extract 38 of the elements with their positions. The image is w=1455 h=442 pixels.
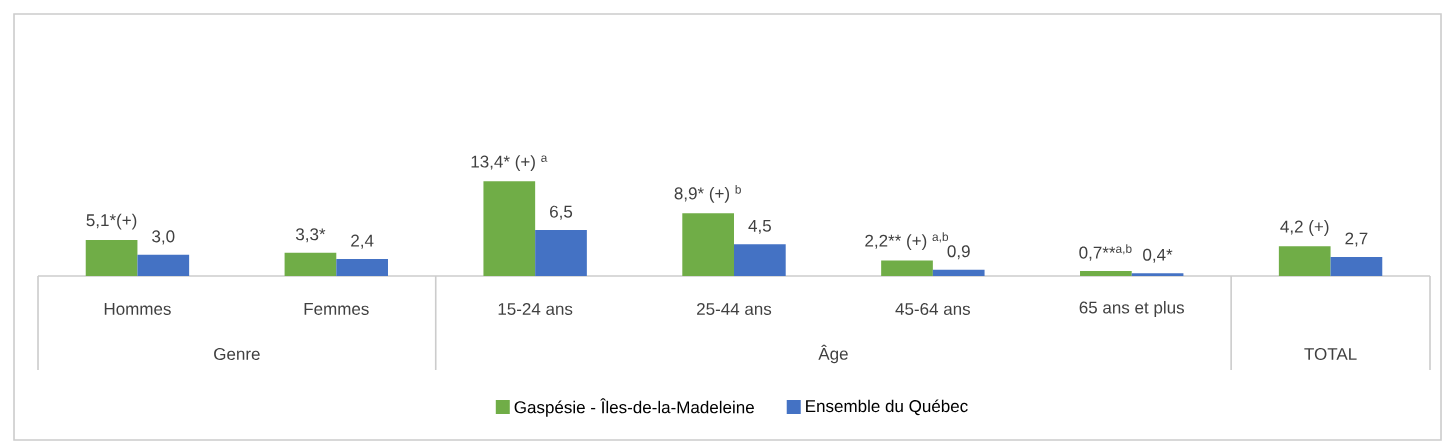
data-label: 2,4: [351, 234, 374, 249]
bar: [932, 269, 985, 276]
data-label: 3,3*: [295, 228, 326, 243]
x-tick-label: Hommes: [104, 303, 171, 315]
legend-label: Gaspésie - Îles-de-la-Madeleine: [514, 398, 754, 417]
bar: [85, 239, 138, 276]
text: Âge: [818, 344, 848, 364]
bar: [535, 230, 587, 276]
x-tick-label: 15-24 ans: [498, 302, 573, 315]
data-label: 8,9* (+) $^{b}$: [674, 184, 741, 203]
legend-label: Ensemble du Québec: [806, 399, 968, 416]
data-label: 2,7: [1345, 232, 1368, 247]
data-label: 4,2 (+): [1280, 220, 1329, 236]
x-tick-label: Femmes: [304, 303, 369, 315]
bar: [284, 252, 337, 276]
data-label: 6,5: [550, 205, 573, 220]
bar: [1131, 273, 1184, 276]
bar: [137, 254, 190, 276]
data-label: 0,4*: [1143, 248, 1173, 263]
data-label: 3,0: [152, 230, 175, 245]
text: TOTAL: [1304, 347, 1357, 360]
bar: [336, 259, 388, 276]
bar: [1080, 271, 1132, 276]
data-label: 0,9: [947, 245, 970, 260]
bar: [734, 244, 786, 276]
data-label: 13,4* (+) $^{a}$: [471, 155, 548, 171]
x-tick-label: 45-64 ans: [895, 302, 971, 315]
data-label: 5,1*(+): [86, 213, 137, 230]
text: Genre: [214, 347, 260, 360]
bar: [682, 213, 734, 276]
bar: [1330, 256, 1383, 276]
x-tick-label: 65 ans et plus: [1079, 301, 1184, 317]
bar: [881, 260, 933, 276]
bar: [483, 181, 536, 276]
x-tick-label: 25-44 ans: [697, 302, 772, 315]
bar: [1278, 246, 1331, 276]
data-label: 0,7**$^{a,b}$: [1079, 244, 1132, 261]
data-label: 4,5: [748, 219, 771, 234]
